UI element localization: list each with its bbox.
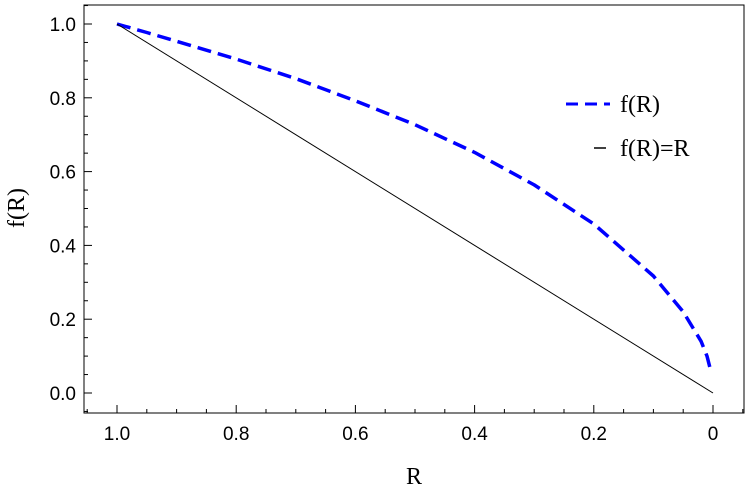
- x-tick-label: 0.4: [461, 424, 488, 445]
- x-tick-label: 0.8: [223, 424, 249, 445]
- series-f-r-line: [116, 22, 713, 374]
- legend-label-f-r-equals-r: f(R)=R: [620, 136, 690, 162]
- x-tick-label: 0.6: [342, 424, 368, 445]
- y-tick-label: 0.8: [50, 89, 76, 110]
- y-tick-label: 0.2: [50, 310, 76, 331]
- legend-label-f-r: f(R): [620, 92, 660, 118]
- x-axis-title: R: [406, 464, 422, 490]
- plot-frame: [83, 4, 745, 414]
- axis-tick-labels: 1.0 0.8 0.6 0.4 0.2 0 0.0 0.2 0.4 0.6 0.8 1.0: [50, 15, 719, 445]
- x-tick-label: 0.2: [581, 424, 607, 445]
- series-group: [116, 22, 714, 394]
- series-identity-line: [116, 23, 714, 394]
- y-tick-label: 0.6: [50, 163, 76, 184]
- y-tick-label: 1.0: [50, 15, 76, 36]
- y-tick-label: 0.0: [50, 384, 76, 405]
- x-tick-label: 0: [708, 424, 719, 445]
- y-tick-label: 0.4: [50, 236, 77, 257]
- axis-ticks: [84, 5, 744, 413]
- legend: f(R) f(R)=R: [566, 92, 690, 162]
- y-axis-title: f(R): [4, 188, 30, 228]
- x-tick-label: 1.0: [104, 424, 130, 445]
